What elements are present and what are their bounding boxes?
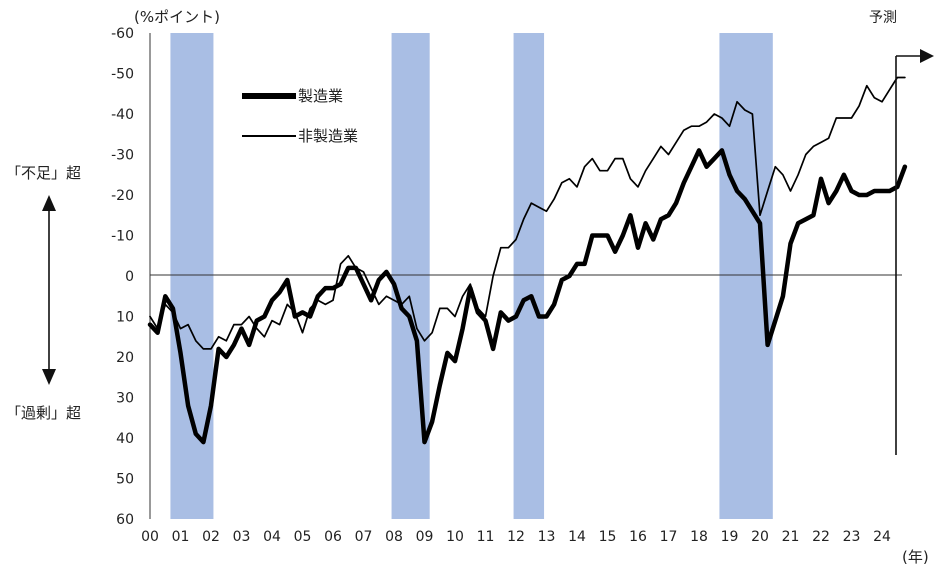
forecast-label: 予測 (869, 10, 897, 26)
x-tick-label: 18 (690, 529, 708, 545)
series-lines (147, 76, 908, 445)
arrow-down-head (42, 369, 56, 385)
recession-bands (170, 33, 773, 519)
y-tick-label: 30 (116, 391, 134, 407)
x-tick-label: 09 (416, 529, 434, 545)
x-tick-label: 23 (843, 529, 861, 545)
x-tick-label: 20 (751, 529, 769, 545)
y-tick-label: -30 (111, 148, 134, 164)
y-tick-label: -50 (111, 67, 134, 83)
x-tick-label: 07 (355, 529, 373, 545)
forecast-arrow-head (920, 49, 934, 63)
recession-band-2 (513, 33, 545, 519)
x-tick-label: 06 (324, 529, 342, 545)
legend: 製造業 非製造業 (242, 87, 358, 145)
x-tick-label: 10 (446, 529, 464, 545)
recession-band-1 (391, 33, 430, 519)
x-tick-label: 12 (507, 529, 525, 545)
x-axis-ticks: 00 01 02 03 04 05 06 07 08 09 10 11 12 13 14 15 16 17 18 19… (141, 529, 891, 545)
x-tick-label: 22 (812, 529, 830, 545)
x-tick-label: 05 (294, 529, 312, 545)
x-tick-label: 01 (172, 529, 190, 545)
x-tick-label: 02 (202, 529, 220, 545)
y-tick-label: 0 (125, 269, 134, 285)
y-tick-label: 40 (116, 431, 134, 447)
x-tick-label: 17 (660, 529, 678, 545)
legend-label-nonmanufacturing: 非製造業 (298, 127, 358, 145)
side-label-surplus: 「過剰」超 (6, 404, 81, 422)
x-tick-label: 04 (263, 529, 281, 545)
recession-band-0 (170, 33, 214, 519)
y-tick-label: 10 (116, 310, 134, 326)
series-line-manufacturing (147, 148, 908, 445)
x-tick-label: 00 (141, 529, 159, 545)
x-tick-label: 21 (782, 529, 800, 545)
x-tick-label: 16 (629, 529, 647, 545)
y-tick-label: 50 (116, 472, 134, 488)
x-tick-label: 15 (599, 529, 617, 545)
y-tick-label: 60 (116, 512, 134, 528)
x-tick-label: 03 (233, 529, 251, 545)
y-tick-label: -20 (111, 188, 134, 204)
x-tick-label: 24 (873, 529, 891, 545)
x-tick-label: 11 (477, 529, 495, 545)
x-tick-label: 14 (568, 529, 586, 545)
legend-label-manufacturing: 製造業 (298, 87, 343, 105)
x-tick-label: 13 (538, 529, 556, 545)
y-tick-label: -60 (111, 26, 134, 42)
y-tick-label: 20 (116, 350, 134, 366)
y-axis-ticks: -60 -50 -40 -30 -20 -10 0 10 20 30 40 50 60 (111, 26, 134, 528)
series-line-nonmanufacturing (149, 76, 906, 350)
x-unit-label: (年) (902, 548, 929, 566)
x-tick-label: 19 (721, 529, 739, 545)
side-label-shortage: 「不足」超 (6, 164, 81, 182)
arrow-up-head (42, 195, 56, 211)
x-tick-label: 08 (385, 529, 403, 545)
y-tick-label: -40 (111, 107, 134, 123)
y-tick-label: -10 (111, 229, 134, 245)
y-unit-label: (%ポイント) (134, 8, 220, 26)
